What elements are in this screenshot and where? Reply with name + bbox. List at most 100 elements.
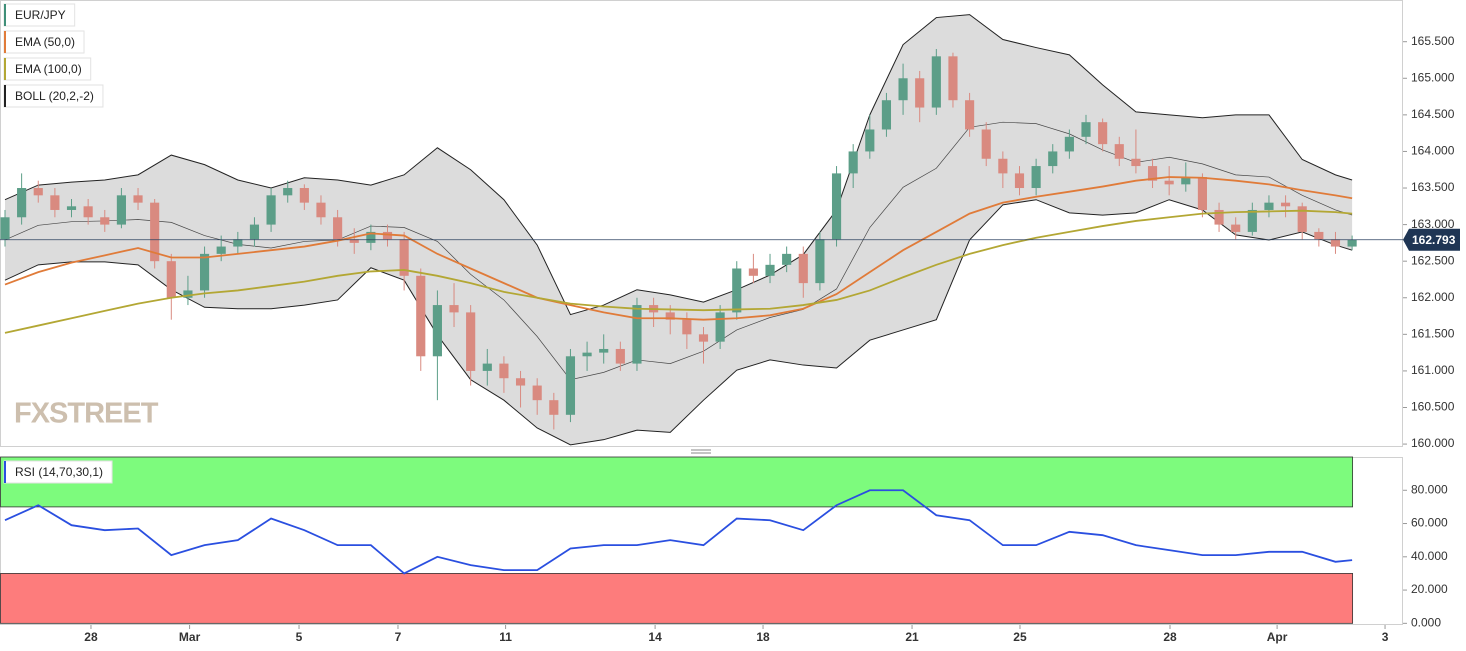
- indicator-line: [4, 489, 1353, 575]
- candle-body: [865, 129, 875, 152]
- candle-body: [1114, 144, 1124, 159]
- candle-body: [698, 334, 709, 342]
- y-tick-label: 0.000: [1411, 616, 1441, 630]
- candle-body: [1330, 239, 1341, 247]
- y-tick-label: 60.000: [1411, 516, 1448, 530]
- candle-body: [599, 348, 609, 353]
- candle-body: [1264, 202, 1274, 210]
- candle-body: [965, 100, 975, 130]
- candle-body: [499, 363, 509, 379]
- candle-body: [615, 348, 625, 364]
- candle-body: [349, 239, 359, 243]
- y-tick-label: 163.000: [1411, 217, 1455, 231]
- legend-swatch: [4, 461, 6, 483]
- x-tick-label: 14: [648, 630, 662, 644]
- y-tick-label: 160.000: [1411, 436, 1455, 450]
- indicator-line: [4, 209, 1353, 334]
- x-tick-label: 25: [1013, 630, 1027, 644]
- candle-body: [765, 264, 775, 276]
- watermark: FXSTREET: [14, 398, 159, 430]
- candle-body: [532, 385, 542, 401]
- candle-body: [1297, 206, 1307, 232]
- candle-body: [399, 239, 409, 276]
- x-tick-label: Apr: [1267, 630, 1288, 644]
- candle-body: [848, 151, 858, 174]
- candle-body: [183, 290, 193, 298]
- candle-body: [382, 231, 393, 240]
- candle-body: [1347, 239, 1357, 247]
- threshold-zone: [0, 573, 1354, 624]
- candle-body: [50, 195, 60, 210]
- candle-body: [782, 253, 792, 265]
- candle-body: [166, 261, 176, 298]
- y-tick-label: 161.000: [1411, 363, 1455, 377]
- y-tick-label: 164.000: [1411, 144, 1455, 158]
- candle-body: [116, 195, 126, 225]
- candle-body: [632, 305, 642, 364]
- candle-body: [1281, 202, 1291, 207]
- candle-body: [482, 363, 492, 371]
- overlay-layer: 160.000 160.500 161.000 161.500 162.000 162.5…: [0, 3, 1460, 644]
- y-tick-label: 20.000: [1411, 582, 1448, 596]
- candle-body: [416, 275, 426, 357]
- candle-body: [366, 231, 376, 243]
- legend-entry: BOLL (20,2,-2): [15, 89, 94, 103]
- y-tick-label: 40.000: [1411, 549, 1448, 563]
- x-tick-label: 3: [1382, 630, 1389, 644]
- last-price-label: 162.793: [1412, 233, 1456, 247]
- candle-body: [199, 253, 210, 291]
- y-tick-label: 160.500: [1411, 400, 1455, 414]
- candle-body: [133, 195, 143, 203]
- candle-body: [333, 217, 343, 240]
- legend-entry: RSI (14,70,30,1): [15, 465, 103, 479]
- threshold-zone: [0, 456, 1354, 508]
- candle-body: [998, 158, 1008, 174]
- x-tick-label: 7: [395, 630, 402, 644]
- candle-body: [549, 400, 559, 415]
- candle-body: [1247, 209, 1257, 232]
- panel-divider-handle[interactable]: [691, 449, 711, 454]
- candle-body: [33, 188, 43, 196]
- candle-body: [1147, 166, 1158, 181]
- candle-body: [815, 239, 825, 284]
- candle-body: [466, 312, 476, 371]
- y-tick-label: 162.000: [1411, 290, 1455, 304]
- candle-body: [1181, 177, 1191, 185]
- candle-body: [898, 78, 908, 101]
- band-upper: [4, 14, 1353, 316]
- candle-body: [1064, 136, 1074, 152]
- background-layer: [0, 14, 1354, 624]
- x-tick-label: 5: [296, 630, 303, 644]
- last-price-tag: [1403, 228, 1460, 251]
- candle-body: [748, 268, 758, 276]
- candle-body: [83, 206, 93, 218]
- legend-entry: EMA (100,0): [15, 62, 82, 76]
- x-tick-label: 11: [499, 630, 512, 644]
- candle-body: [17, 188, 27, 218]
- legend-swatch: [4, 4, 6, 26]
- candle-body: [515, 378, 526, 386]
- candle-body: [233, 239, 243, 247]
- candle-body: [0, 217, 10, 240]
- candle-body: [1081, 122, 1091, 137]
- y-tick-label: 165.000: [1411, 70, 1455, 84]
- x-tick-label: Mar: [179, 630, 201, 644]
- candle-body: [449, 305, 459, 313]
- y-tick-label: 164.500: [1411, 107, 1455, 121]
- y-tick-label: 80.000: [1411, 482, 1448, 496]
- candle-body: [66, 206, 77, 210]
- candle-body: [565, 356, 576, 415]
- band-lower: [4, 199, 1353, 446]
- x-tick-label: 28: [84, 630, 98, 644]
- candle-body: [1214, 209, 1224, 225]
- y-tick-label: 161.500: [1411, 327, 1455, 341]
- candle-body: [682, 319, 692, 335]
- legend-swatch: [4, 58, 6, 80]
- legend-swatch: [4, 31, 6, 53]
- candle-body: [881, 100, 892, 130]
- legend-entry: EMA (50,0): [15, 35, 75, 49]
- candle-body: [1314, 231, 1324, 240]
- candle-body: [732, 268, 742, 313]
